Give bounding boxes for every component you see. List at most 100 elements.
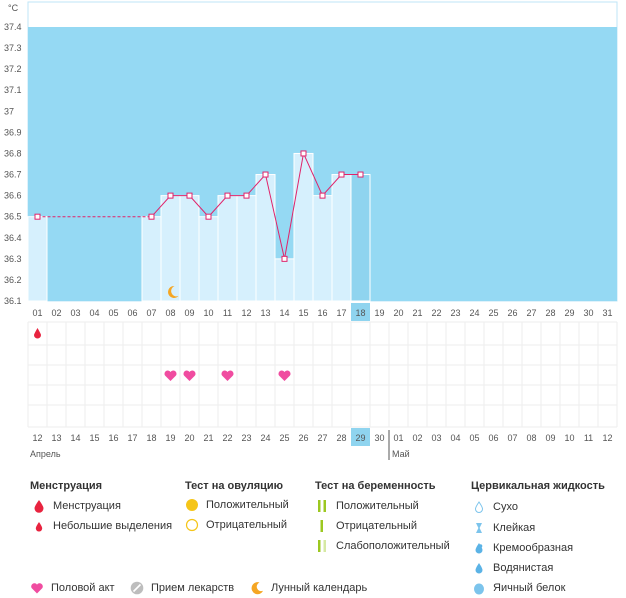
temperature-bar[interactable]: [179, 195, 200, 302]
legend-cervical-watery: Водянистая: [472, 561, 553, 575]
cycle-day-label[interactable]: 10: [203, 308, 213, 318]
cycle-day-label[interactable]: 01: [32, 308, 42, 318]
cycle-day-label[interactable]: 25: [488, 308, 498, 318]
unit-label: °C: [8, 3, 19, 13]
temperature-bar[interactable]: [236, 195, 257, 302]
temperature-bar[interactable]: [274, 258, 295, 302]
calendar-date-label[interactable]: 23: [241, 433, 251, 443]
calendar-date-label[interactable]: 30: [374, 433, 384, 443]
cycle-day-label[interactable]: 30: [583, 308, 593, 318]
temperature-point[interactable]: [34, 213, 41, 220]
cycle-day-label[interactable]: 17: [336, 308, 346, 318]
cycle-day-label[interactable]: 28: [545, 308, 555, 318]
calendar-date-label[interactable]: 28: [336, 433, 346, 443]
calendar-date-label[interactable]: 21: [203, 433, 213, 443]
cycle-day-label[interactable]: 31: [602, 308, 612, 318]
cycle-day-label[interactable]: 24: [469, 308, 479, 318]
cycle-day-label[interactable]: 15: [298, 308, 308, 318]
selected-day-highlight: [351, 303, 370, 321]
calendar-date-label[interactable]: 01: [393, 433, 403, 443]
temperature-bar[interactable]: [255, 174, 276, 302]
calendar-date-label[interactable]: 12: [32, 433, 42, 443]
calendar-date-label[interactable]: 25: [279, 433, 289, 443]
calendar-date-label[interactable]: 18: [146, 433, 156, 443]
temperature-bar[interactable]: [293, 152, 314, 302]
cycle-day-label[interactable]: 29: [564, 308, 574, 318]
temperature-point[interactable]: [224, 192, 231, 199]
calendar-date-label[interactable]: 20: [184, 433, 194, 443]
calendar-date-label[interactable]: 09: [545, 433, 555, 443]
calendar-date-label[interactable]: 27: [317, 433, 327, 443]
legend-menstruation-title: Менструация: [30, 480, 103, 492]
calendar-date-label[interactable]: 13: [51, 433, 61, 443]
heart-icon: [30, 581, 44, 595]
temperature-point[interactable]: [243, 192, 250, 199]
cycle-day-label[interactable]: 19: [374, 308, 384, 318]
cycle-day-label[interactable]: 12: [241, 308, 251, 318]
calendar-date-label[interactable]: 22: [222, 433, 232, 443]
calendar-date-label[interactable]: 14: [70, 433, 80, 443]
temperature-bar[interactable]: [141, 216, 162, 302]
calendar-date-label[interactable]: 29: [355, 433, 365, 443]
temperature-point[interactable]: [338, 171, 345, 178]
calendar-date-label[interactable]: 02: [412, 433, 422, 443]
temperature-point[interactable]: [319, 192, 326, 199]
cycle-day-label[interactable]: 18: [355, 308, 365, 318]
calendar-date-label[interactable]: 05: [469, 433, 479, 443]
calendar-date-label[interactable]: 07: [507, 433, 517, 443]
calendar-date-label[interactable]: 19: [165, 433, 175, 443]
cycle-day-label[interactable]: 21: [412, 308, 422, 318]
calendar-date-label[interactable]: 15: [89, 433, 99, 443]
temperature-point[interactable]: [262, 171, 269, 178]
cycle-day-label[interactable]: 22: [431, 308, 441, 318]
cycle-day-label[interactable]: 06: [127, 308, 137, 318]
temperature-bar[interactable]: [217, 195, 238, 302]
temperature-bar[interactable]: [312, 195, 333, 302]
cycle-day-label[interactable]: 11: [223, 308, 232, 318]
cycle-day-label[interactable]: 27: [526, 308, 536, 318]
temperature-point[interactable]: [357, 171, 364, 178]
temperature-bar[interactable]: [198, 216, 219, 302]
temperature-bar[interactable]: [350, 174, 371, 302]
calendar-date-label[interactable]: 10: [564, 433, 574, 443]
calendar-date-label[interactable]: 08: [526, 433, 536, 443]
calendar-date-label[interactable]: 24: [260, 433, 270, 443]
legend-cervical-title: Цервикальная жидкость: [471, 480, 605, 492]
y-tick-label: 36.6: [4, 191, 22, 201]
calendar-date-label[interactable]: 11: [584, 433, 593, 443]
temperature-point[interactable]: [300, 150, 307, 157]
calendar-date-label[interactable]: 06: [488, 433, 498, 443]
cycle-day-label[interactable]: 14: [279, 308, 289, 318]
legend-label: Менструация: [53, 500, 121, 512]
cycle-day-label[interactable]: 23: [450, 308, 460, 318]
cycle-day-label[interactable]: 05: [108, 308, 118, 318]
cycle-day-label[interactable]: 16: [317, 308, 327, 318]
temperature-point[interactable]: [205, 213, 212, 220]
cycle-day-label[interactable]: 13: [260, 308, 270, 318]
cycle-day-label[interactable]: 26: [507, 308, 517, 318]
cycle-day-label[interactable]: 07: [146, 308, 156, 318]
legend-medication: Прием лекарств: [130, 581, 234, 595]
calendar-date-label[interactable]: 16: [108, 433, 118, 443]
temperature-bar[interactable]: [27, 216, 48, 302]
temperature-point[interactable]: [186, 192, 193, 199]
cycle-day-label[interactable]: 20: [393, 308, 403, 318]
calendar-date-label[interactable]: 17: [127, 433, 137, 443]
legend-lunar: Лунный календарь: [250, 581, 367, 595]
cycle-day-label[interactable]: 04: [89, 308, 99, 318]
temperature-point[interactable]: [148, 213, 155, 220]
drop-icon: [32, 499, 46, 513]
cycle-day-label[interactable]: 03: [70, 308, 80, 318]
calendar-date-label[interactable]: 04: [450, 433, 460, 443]
cycle-day-label[interactable]: 02: [51, 308, 61, 318]
cycle-day-label[interactable]: 09: [184, 308, 194, 318]
temperature-point[interactable]: [281, 255, 288, 262]
moon-icon: [250, 581, 264, 595]
temperature-bar[interactable]: [331, 174, 352, 302]
calendar-date-label[interactable]: 12: [602, 433, 612, 443]
temperature-bar[interactable]: [160, 195, 181, 302]
temperature-point[interactable]: [167, 192, 174, 199]
calendar-date-label[interactable]: 26: [298, 433, 308, 443]
cycle-day-label[interactable]: 08: [165, 308, 175, 318]
calendar-date-label[interactable]: 03: [431, 433, 441, 443]
